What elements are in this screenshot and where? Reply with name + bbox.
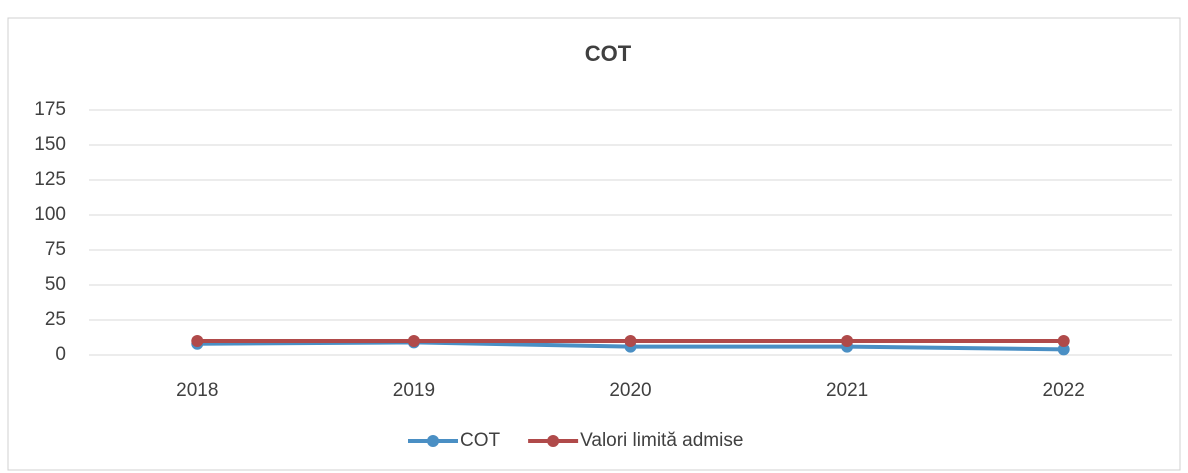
point	[191, 335, 204, 347]
chart-title: COT	[585, 41, 632, 66]
point	[407, 335, 420, 347]
chart-border	[7, 17, 1181, 471]
point	[1057, 343, 1070, 356]
point	[624, 335, 637, 347]
legend-label: Valori limită admise	[580, 430, 743, 451]
legend-marker	[427, 435, 439, 447]
y-tick-label: 175	[34, 99, 66, 120]
point	[841, 335, 854, 347]
point	[1057, 335, 1070, 347]
y-tick-label: 0	[55, 344, 66, 365]
y-tick-label: 50	[45, 274, 66, 295]
y-tick-label: 125	[34, 169, 66, 190]
x-tick-label: 2021	[826, 380, 868, 401]
y-tick-label: 75	[45, 239, 66, 260]
y-tick-label: 100	[34, 204, 66, 225]
x-tick-label: 2022	[1043, 380, 1085, 401]
legend-marker	[547, 435, 560, 447]
x-tick-label: 2018	[176, 380, 218, 401]
y-tick-label: 25	[45, 309, 66, 330]
x-tick-label: 2019	[393, 380, 435, 401]
x-tick-label: 2020	[609, 380, 651, 401]
legend-label: COT	[460, 430, 501, 451]
y-tick-label: 150	[34, 134, 66, 155]
